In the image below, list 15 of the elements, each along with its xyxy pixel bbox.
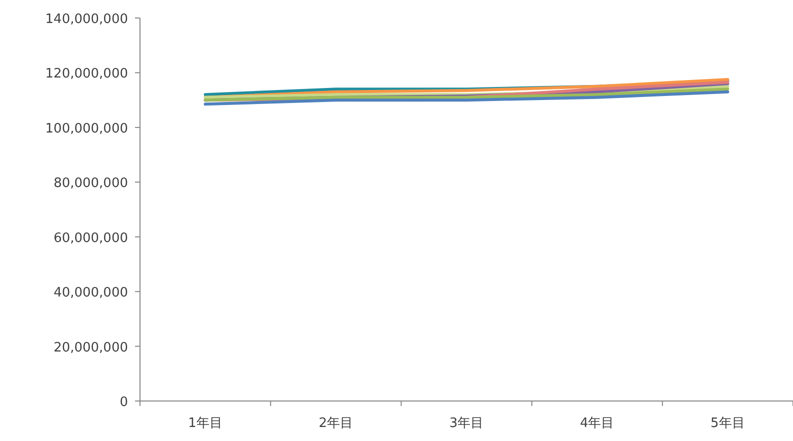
y-tick-label: 20,000,000 [54, 340, 128, 356]
line-series [204, 88, 730, 102]
line-series [204, 90, 730, 106]
y-tick-label: 120,000,000 [45, 66, 128, 82]
y-tick-label: 0 [120, 395, 128, 410]
y-tick-label: 140,000,000 [45, 12, 128, 27]
x-tick-label: 4年目 [580, 416, 614, 431]
y-tick-label: 40,000,000 [54, 286, 128, 301]
x-tick-label: 1年目 [188, 416, 222, 431]
y-tick-label: 60,000,000 [54, 230, 128, 246]
y-tick-label: 100,000,000 [45, 121, 128, 136]
x-tick-label: 5年目 [710, 416, 745, 431]
x-tick-label: 2年目 [318, 416, 354, 431]
y-tick-label: 80,000,000 [54, 176, 128, 192]
x-tick-label: 3年目 [449, 416, 484, 431]
